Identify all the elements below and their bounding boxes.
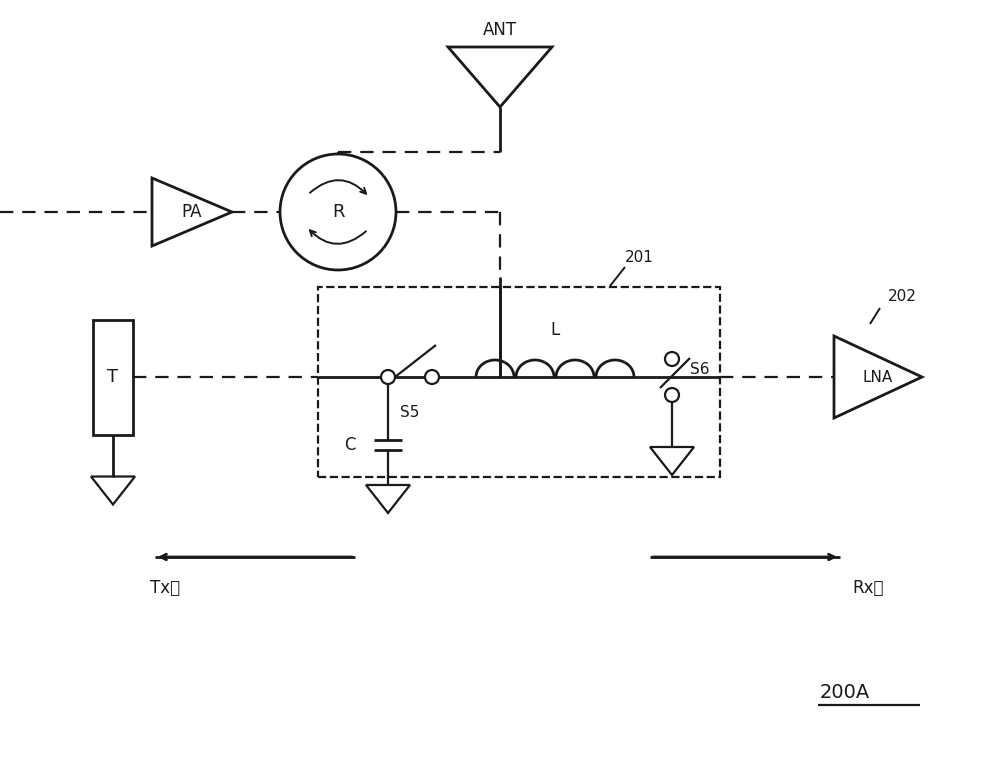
Text: PA: PA xyxy=(182,203,202,221)
Bar xyxy=(318,287,720,477)
Bar xyxy=(93,320,133,434)
Text: 200A: 200A xyxy=(820,683,870,702)
Text: R: R xyxy=(332,203,344,221)
Text: S5: S5 xyxy=(400,405,420,420)
Text: Rx側: Rx側 xyxy=(852,579,884,597)
Circle shape xyxy=(381,370,395,384)
Text: Tx側: Tx側 xyxy=(150,579,180,597)
Text: 202: 202 xyxy=(888,289,917,304)
Text: 201: 201 xyxy=(625,250,654,265)
Text: LNA: LNA xyxy=(863,370,893,384)
Text: C: C xyxy=(344,436,356,454)
Text: ANT: ANT xyxy=(483,21,517,39)
Circle shape xyxy=(665,352,679,366)
Text: T: T xyxy=(107,368,119,386)
Circle shape xyxy=(665,388,679,402)
Circle shape xyxy=(425,370,439,384)
Text: L: L xyxy=(550,321,560,339)
Text: S6: S6 xyxy=(690,361,710,377)
